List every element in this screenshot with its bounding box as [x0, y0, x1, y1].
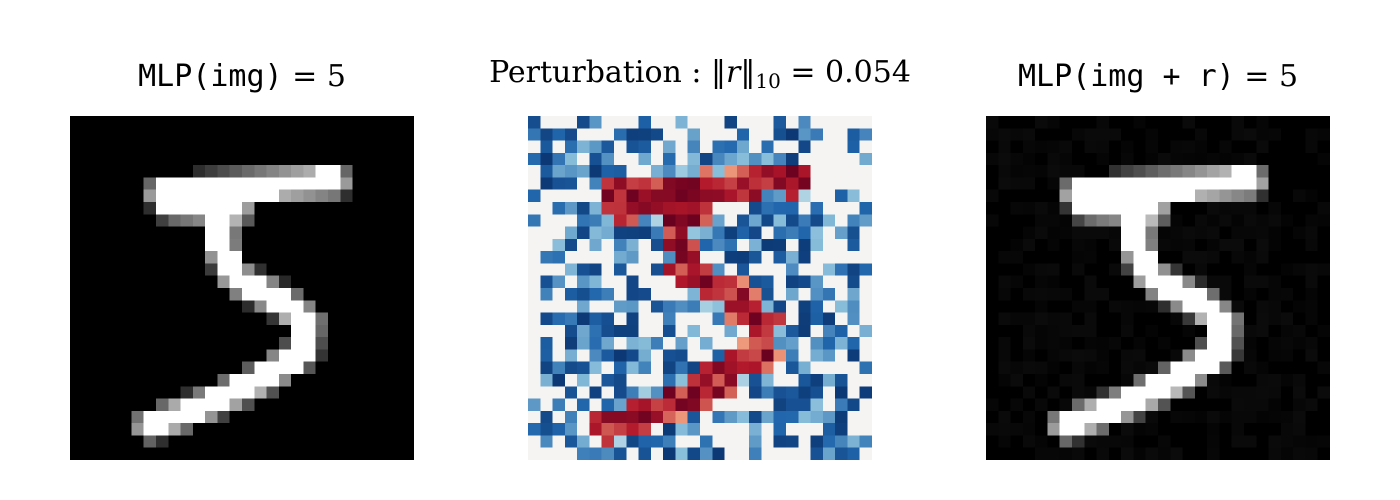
panel-perturbed: MLP(img + r) = 5: [986, 0, 1330, 500]
perturbation-norm-sub: 10: [755, 69, 781, 93]
perturbed-title-code: MLP(img + r): [1017, 59, 1235, 94]
panel-original: MLP(img) = 5: [70, 0, 414, 500]
original-title-code: MLP(img): [138, 59, 283, 94]
original-title: MLP(img) = 5: [30, 59, 454, 95]
original-digit-image: [70, 116, 414, 460]
perturbation-title-word: Perturbation :: [489, 55, 712, 90]
panel-perturbation: Perturbation : ‖r‖10 = 0.054: [489, 0, 911, 500]
perturbation-heatmap: [528, 116, 872, 460]
original-title-value: 5: [326, 59, 346, 94]
perturbed-title-value: 5: [1278, 59, 1299, 94]
perturbed-title: MLP(img + r) = 5: [946, 59, 1370, 95]
perturbation-norm-var: r: [726, 55, 741, 90]
perturbation-title: Perturbation : ‖r‖10 = 0.054: [488, 55, 912, 99]
perturbation-title-value: 0.054: [825, 55, 911, 90]
perturbation-norm-open: ‖: [711, 55, 727, 90]
perturbed-digit-image: [986, 116, 1330, 460]
perturbed-title-op: =: [1234, 59, 1279, 94]
perturbation-title-op: =: [780, 55, 826, 90]
perturbation-norm-close: ‖: [740, 55, 756, 90]
original-title-op: =: [282, 59, 327, 94]
